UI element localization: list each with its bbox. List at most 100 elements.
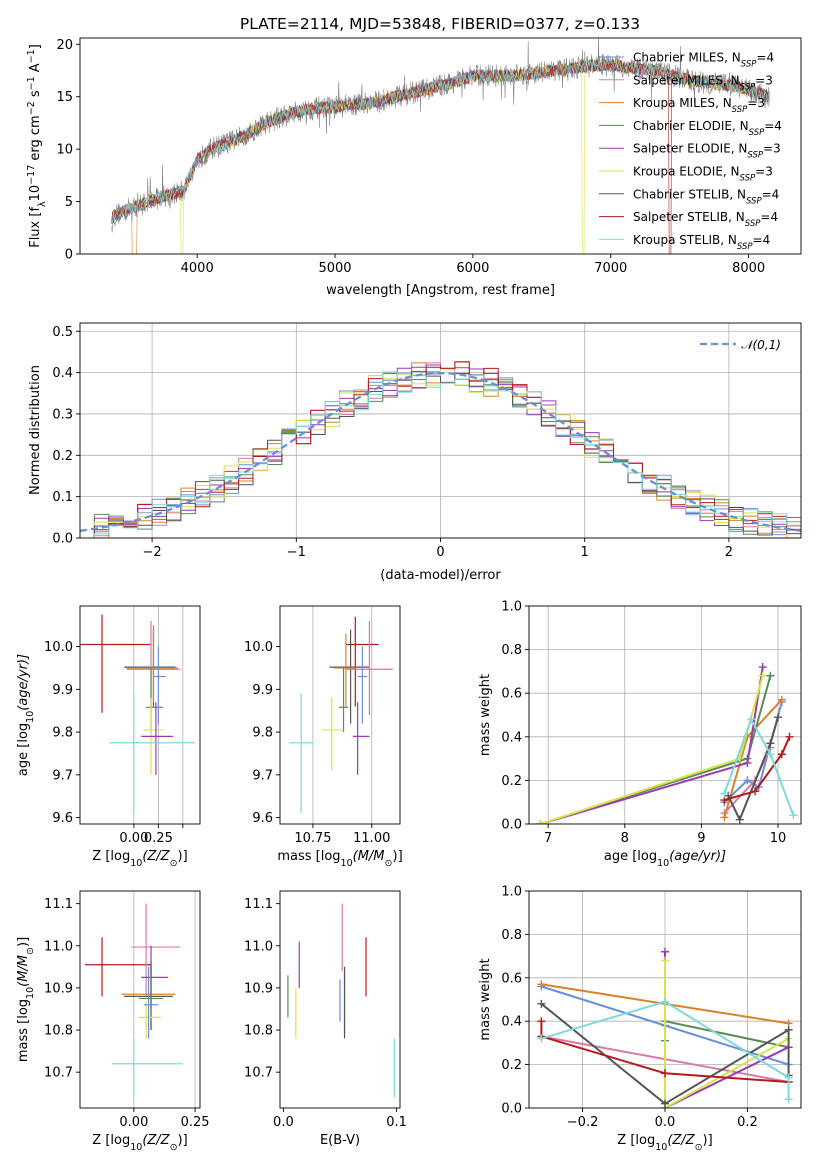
plot-area (111, 38, 770, 254)
x-axis-label-part: 10 (655, 1142, 667, 1153)
x-tick-label: 10 (770, 831, 787, 846)
y-axis-label: mass weight (478, 674, 493, 756)
y-tick-label: 0.0 (501, 818, 522, 833)
legend-label: Salpeter MILES (633, 73, 723, 87)
weight-marker (537, 980, 546, 989)
y-tick-label: 0.1 (52, 490, 73, 505)
legend-sep: , N (720, 233, 737, 247)
legend-sep: , N (731, 142, 748, 156)
mass-vs-extinction-panel: 0.0 0.1 10.7 10.8 10.9 11.0 11.1 E(B-V) (244, 890, 407, 1148)
x-axis-label-part: age [log (604, 849, 657, 864)
x-axis-label-part: )] (178, 849, 188, 864)
x-axis-label: (data-model)/error (380, 568, 501, 583)
y-axis-label-part: Flux [f (28, 207, 43, 248)
y-axis-label-part: 10 (25, 987, 36, 999)
y-tick-label: 0.2 (501, 1058, 522, 1073)
weight-marker (766, 671, 775, 680)
y-axis-label-part: ] (28, 44, 43, 49)
y-tick-label: 0.4 (52, 366, 73, 381)
y-tick-label: 0.6 (501, 971, 522, 986)
weight-line (664, 951, 790, 1108)
y-tick-label: 9.7 (52, 768, 73, 783)
weight-marker (774, 713, 783, 722)
legend-sep: , N (723, 165, 740, 179)
legend-n: 3 (765, 165, 773, 179)
y-tick-label: 10.8 (244, 1024, 273, 1039)
legend-n: 4 (770, 210, 778, 224)
weight-line (724, 736, 791, 801)
x-tick-label: 8000 (732, 261, 765, 276)
legend-sep: , N (729, 187, 746, 201)
plot-area (84, 891, 196, 1108)
weight-marker (789, 811, 798, 820)
y-tick-label: 0.3 (52, 407, 73, 422)
x-tick-label: 0.25 (181, 1115, 210, 1130)
x-axis-label-part: (Z/Z (667, 1133, 695, 1148)
x-axis-label-part: mass [log (277, 849, 340, 864)
legend-eq: = (753, 233, 763, 247)
age-vs-metallicity-panel: 0.000.259.69.79.89.910.0Z [log10(Z/Z⊙)]a… (16, 605, 201, 869)
residual-histogram (80, 361, 801, 538)
x-tick-label: 6000 (456, 261, 489, 276)
y-tick-label: 9.7 (252, 768, 273, 783)
weight-marker (537, 1034, 546, 1043)
x-tick-label: 0.0 (655, 1115, 676, 1130)
y-tick-label: 9.8 (252, 726, 273, 741)
legend-label: 𝒩(0,1) (741, 338, 781, 352)
axes-frame (79, 890, 201, 1109)
y-axis-label-part: λ (37, 201, 48, 207)
legend-sep: , N (732, 119, 749, 133)
y-tick-label: 9.6 (52, 811, 73, 826)
weight-marker (784, 1073, 793, 1082)
legend-eq: = (747, 96, 757, 110)
y-tick-label: 10 (56, 143, 73, 158)
y-axis-label: Flux [fλ10−17 erg cm−2 s−1 A−1] (26, 44, 48, 248)
y-tick-label: 0.2 (501, 774, 522, 789)
y-tick-label: 0.8 (501, 643, 522, 658)
x-axis-label: mass [log10(M/M⊙)] (277, 849, 402, 869)
x-axis-label-part: )] (178, 1133, 188, 1148)
x-tick-label: 7000 (594, 261, 627, 276)
weight-marker (536, 820, 545, 824)
x-axis-label: Z [log10(Z/Z⊙)] (92, 849, 187, 869)
legend-sub: SSP (745, 219, 761, 229)
spectrum-panel: 4000 5000 6000 7000 8000 0 5 10 15 20 wavelength [… (26, 37, 802, 298)
x-tick-label: 10.75 (294, 831, 331, 846)
legend-label: Kroupa MILES (633, 96, 715, 110)
legend-n: 3 (757, 96, 765, 110)
weight-marker (751, 787, 760, 796)
legend-sub: SSP (740, 82, 756, 92)
weight-marker (537, 1017, 546, 1026)
x-tick-label: 2 (725, 545, 733, 560)
residuals-panel: −2 −1 0 1 2 0.0 0.1 0.2 0.3 0.4 0.5 𝒩(0,1) (data-mod… (28, 322, 802, 583)
x-tick-label: 8 (621, 831, 629, 846)
x-tick-label: 7 (544, 831, 552, 846)
legend-eq: = (764, 119, 774, 133)
x-tick-label: −0.2 (567, 1115, 599, 1130)
y-axis-label: age [log10(age/yr)] (16, 654, 36, 776)
x-axis-label: age [log10(age/yr)] (604, 849, 726, 869)
weight-marker (777, 750, 786, 759)
x-tick-label: 0.2 (737, 1115, 758, 1130)
y-tick-label: 11.1 (244, 897, 273, 912)
y-axis-label-part: mass [log (16, 999, 31, 1062)
axes-frame (528, 605, 802, 825)
y-tick-label: 0.0 (52, 532, 73, 547)
weight-marker (720, 789, 729, 798)
legend-label: Salpeter ELODIE (633, 142, 731, 156)
y-tick-label: 0.4 (501, 1015, 522, 1030)
y-tick-label: 0.2 (52, 449, 73, 464)
y-axis-label-part: 10 (25, 711, 36, 723)
y-tick-label: 0.5 (52, 325, 73, 340)
y-tick-label: 10.0 (244, 640, 273, 655)
weight-marker (661, 997, 669, 1006)
y-axis-label-part: −1 (26, 49, 37, 63)
legend-n: 4 (774, 119, 782, 133)
legend-sub: SSP (749, 128, 765, 138)
y-tick-label: 15 (56, 90, 73, 105)
x-axis-label-part: Z [log (92, 849, 130, 864)
legend-sub: SSP (737, 242, 753, 252)
x-axis-label: E(B-V) (320, 1133, 360, 1148)
